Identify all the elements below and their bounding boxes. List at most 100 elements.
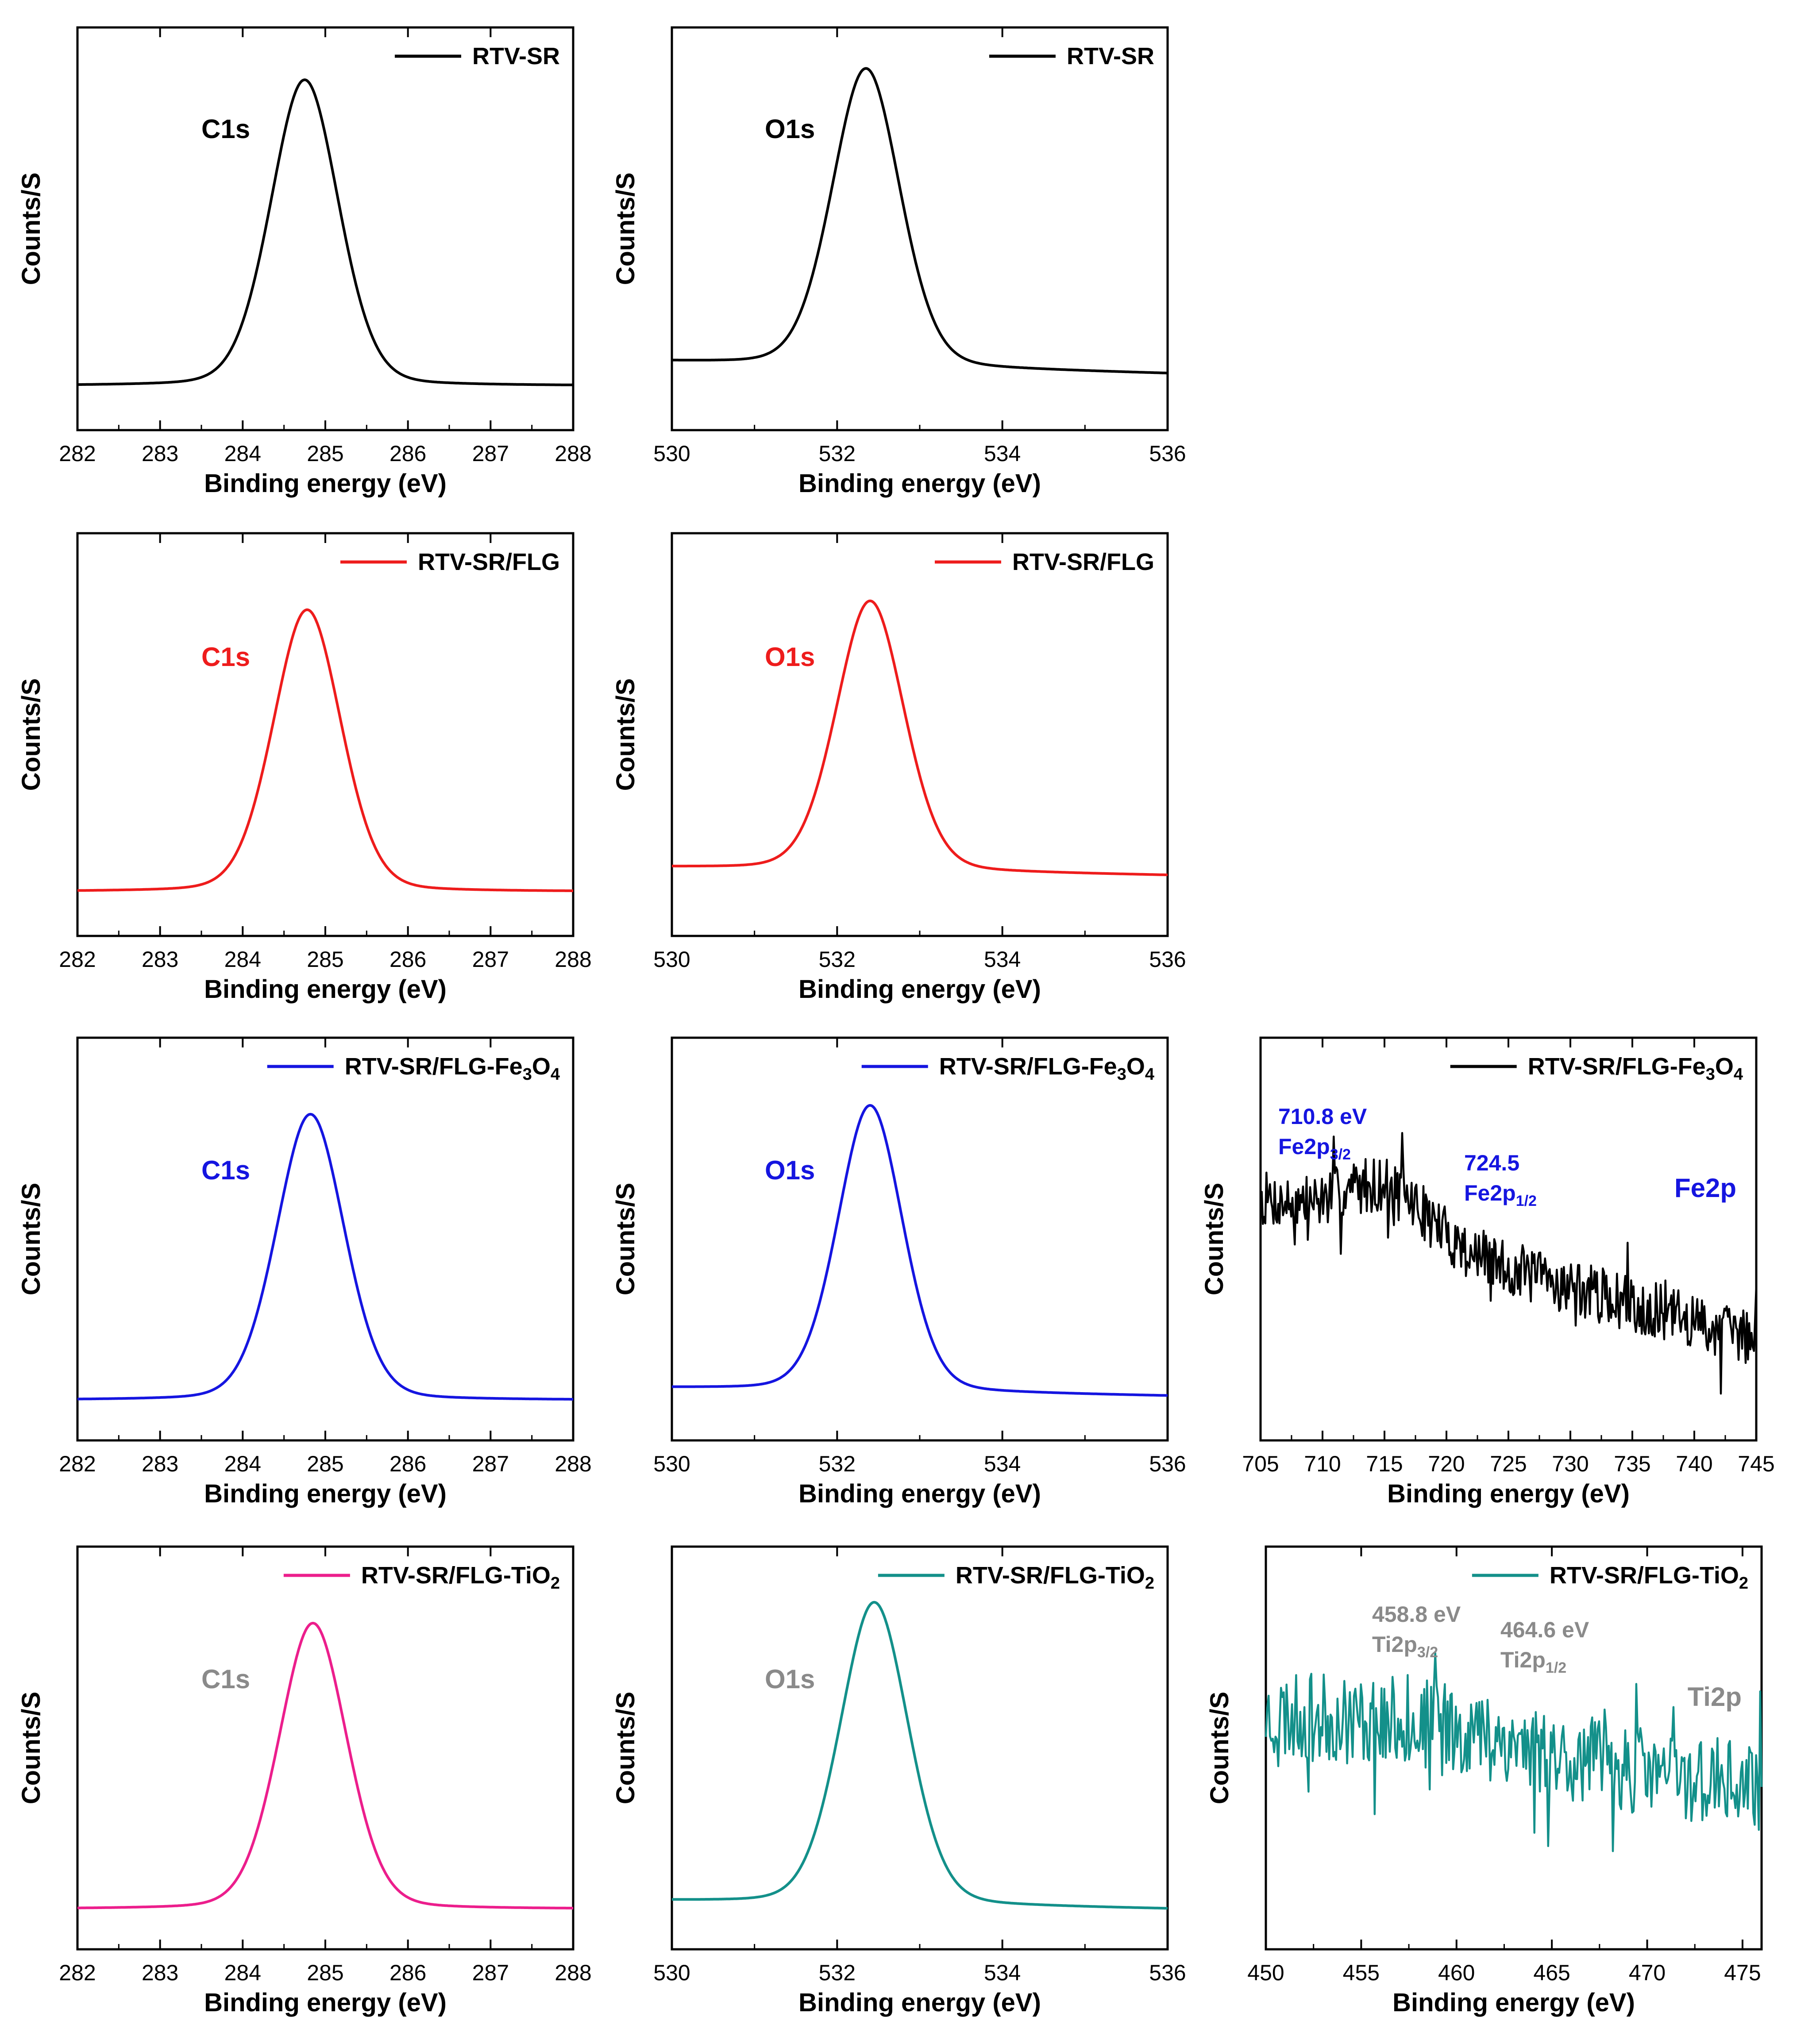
plot-frame bbox=[76, 532, 575, 937]
x-tick-label: 534 bbox=[984, 1960, 1021, 1985]
panel-p00: 282 283 284 285 286 287 288 Binding energy (eV)… bbox=[17, 26, 592, 498]
panel-p11: 530 532 534 536 Binding energy (eV) Counts/S R… bbox=[611, 532, 1186, 1004]
peak-annotation-orbital: Ti2p3/2 bbox=[1372, 1632, 1438, 1661]
panel-p20: 282 283 284 285 286 287 288 Binding energy (eV)… bbox=[17, 1036, 592, 1508]
y-axis-title: Counts/S bbox=[17, 1183, 46, 1296]
y-axis-title: Counts/S bbox=[1205, 1692, 1234, 1805]
x-axis-title: Binding energy (eV) bbox=[798, 469, 1041, 498]
legend-label: RTV-SR/FLG-TiO2 bbox=[361, 1562, 560, 1593]
legend-label: RTV-SR/FLG-TiO2 bbox=[1550, 1562, 1748, 1593]
x-tick-label: 283 bbox=[142, 441, 178, 466]
x-axis-title: Binding energy (eV) bbox=[204, 975, 447, 1004]
x-tick-label: 536 bbox=[1149, 441, 1186, 466]
panel-p30: 282 283 284 285 286 287 288 Binding energy (eV)… bbox=[17, 1545, 592, 2017]
x-tick-label: 285 bbox=[307, 1960, 343, 1985]
y-axis-title: Counts/S bbox=[17, 173, 46, 285]
x-tick-label: 287 bbox=[472, 1451, 509, 1476]
x-tick-label: 284 bbox=[224, 947, 261, 972]
legend-label: RTV-SR bbox=[1067, 43, 1154, 69]
x-tick-label: 534 bbox=[984, 441, 1021, 466]
x-tick-label: 287 bbox=[472, 441, 509, 466]
x-tick-label: 283 bbox=[142, 1451, 178, 1476]
x-tick-label: 536 bbox=[1149, 947, 1186, 972]
plot-frame bbox=[76, 1036, 575, 1442]
spectrum-line bbox=[1259, 1132, 1758, 1395]
panel-p21: 530 532 534 536 Binding energy (eV) Counts/S R… bbox=[611, 1036, 1186, 1508]
y-axis-title: Counts/S bbox=[1200, 1183, 1229, 1296]
spectrum-line bbox=[671, 1104, 1168, 1397]
x-tick-label: 287 bbox=[472, 1960, 509, 1985]
peak-label: Ti2p bbox=[1688, 1682, 1742, 1712]
spectrum-line bbox=[77, 608, 574, 892]
legend-label: RTV-SR bbox=[472, 43, 560, 69]
spectrum-line bbox=[671, 67, 1168, 374]
y-axis-title: Counts/S bbox=[611, 1692, 640, 1805]
x-tick-label: 286 bbox=[389, 1960, 426, 1985]
x-tick-label: 530 bbox=[653, 947, 690, 972]
x-tick-label: 284 bbox=[224, 1451, 261, 1476]
x-tick-label: 285 bbox=[307, 947, 343, 972]
plot-frame bbox=[76, 1545, 575, 1951]
panel-p31: 530 532 534 536 Binding energy (eV) Counts/S R… bbox=[611, 1545, 1186, 2017]
x-tick-label: 532 bbox=[819, 441, 856, 466]
legend-label: RTV-SR/FLG-Fe3O4 bbox=[939, 1053, 1154, 1084]
peak-annotation-orbital: Ti2p1/2 bbox=[1500, 1648, 1566, 1676]
x-axis-title: Binding energy (eV) bbox=[1387, 1479, 1630, 1508]
x-tick-label: 725 bbox=[1490, 1451, 1527, 1476]
x-tick-label: 283 bbox=[142, 947, 178, 972]
spectrum-line bbox=[77, 1622, 574, 1909]
x-tick-label: 284 bbox=[224, 441, 261, 466]
legend-label: RTV-SR/FLG-Fe3O4 bbox=[345, 1053, 560, 1084]
x-tick-label: 450 bbox=[1247, 1960, 1284, 1985]
plot-frame bbox=[76, 26, 575, 431]
spectrum-line bbox=[77, 1112, 574, 1401]
peak-label: C1s bbox=[201, 1155, 250, 1185]
peak-annotation-value: 458.8 eV bbox=[1372, 1602, 1461, 1627]
x-axis-title: Binding energy (eV) bbox=[204, 1988, 447, 2017]
x-tick-label: 285 bbox=[307, 441, 343, 466]
plot-frame bbox=[671, 1036, 1169, 1442]
x-tick-label: 532 bbox=[819, 947, 856, 972]
y-axis-title: Counts/S bbox=[611, 1183, 640, 1296]
x-tick-label: 287 bbox=[472, 947, 509, 972]
x-tick-label: 735 bbox=[1614, 1451, 1650, 1476]
spectrum-line bbox=[671, 599, 1168, 876]
peak-label: O1s bbox=[765, 1664, 815, 1694]
x-tick-label: 460 bbox=[1438, 1960, 1475, 1985]
x-tick-label: 286 bbox=[389, 441, 426, 466]
x-tick-label: 730 bbox=[1552, 1451, 1589, 1476]
x-tick-label: 288 bbox=[555, 1451, 591, 1476]
legend-label: RTV-SR/FLG-TiO2 bbox=[956, 1562, 1154, 1593]
x-axis-title: Binding energy (eV) bbox=[1392, 1988, 1635, 2017]
peak-annotation-orbital: Fe2p3/2 bbox=[1278, 1134, 1351, 1163]
x-tick-label: 536 bbox=[1149, 1960, 1186, 1985]
x-tick-label: 532 bbox=[819, 1960, 856, 1985]
x-axis-title: Binding energy (eV) bbox=[798, 975, 1041, 1004]
x-tick-label: 465 bbox=[1533, 1960, 1570, 1985]
y-axis-title: Counts/S bbox=[17, 1692, 46, 1805]
x-tick-label: 715 bbox=[1366, 1451, 1403, 1476]
plot-frame bbox=[1259, 1036, 1758, 1442]
x-tick-label: 720 bbox=[1428, 1451, 1465, 1476]
x-tick-label: 470 bbox=[1629, 1960, 1666, 1985]
x-tick-label: 534 bbox=[984, 947, 1021, 972]
peak-label: C1s bbox=[201, 114, 250, 144]
x-tick-label: 534 bbox=[984, 1451, 1021, 1476]
x-tick-label: 282 bbox=[59, 1960, 96, 1985]
y-axis-title: Counts/S bbox=[611, 678, 640, 791]
x-tick-label: 284 bbox=[224, 1960, 261, 1985]
x-tick-label: 282 bbox=[59, 1451, 96, 1476]
peak-annotation-value: 464.6 eV bbox=[1500, 1617, 1589, 1642]
x-tick-label: 283 bbox=[142, 1960, 178, 1985]
x-tick-label: 288 bbox=[555, 441, 591, 466]
peak-label: C1s bbox=[201, 642, 250, 672]
x-tick-label: 286 bbox=[389, 947, 426, 972]
plot-frame bbox=[671, 1545, 1169, 1951]
plot-frame bbox=[671, 532, 1169, 937]
x-tick-label: 288 bbox=[555, 1960, 591, 1985]
peak-label: O1s bbox=[765, 114, 815, 144]
x-tick-label: 285 bbox=[307, 1451, 343, 1476]
x-tick-label: 705 bbox=[1242, 1451, 1279, 1476]
x-tick-label: 745 bbox=[1738, 1451, 1774, 1476]
